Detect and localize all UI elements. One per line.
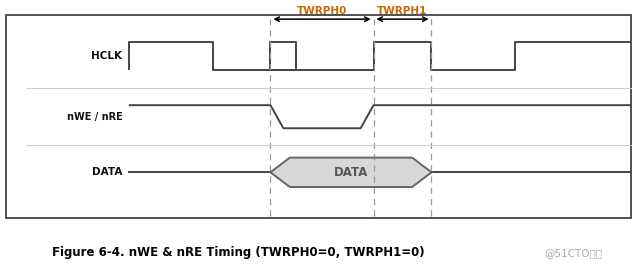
- Text: Figure 6-4. nWE & nRE Timing (TWRPH0=0, TWRPH1=0): Figure 6-4. nWE & nRE Timing (TWRPH0=0, …: [52, 246, 424, 259]
- Text: nWE / nRE: nWE / nRE: [66, 112, 122, 122]
- Text: @51CTO博客: @51CTO博客: [544, 248, 602, 258]
- Text: DATA: DATA: [334, 166, 368, 179]
- Text: TWRPH1: TWRPH1: [377, 6, 428, 16]
- Polygon shape: [270, 158, 431, 187]
- Text: DATA: DATA: [92, 167, 122, 177]
- Text: TWRPH0: TWRPH0: [297, 6, 347, 16]
- Text: HCLK: HCLK: [91, 51, 122, 61]
